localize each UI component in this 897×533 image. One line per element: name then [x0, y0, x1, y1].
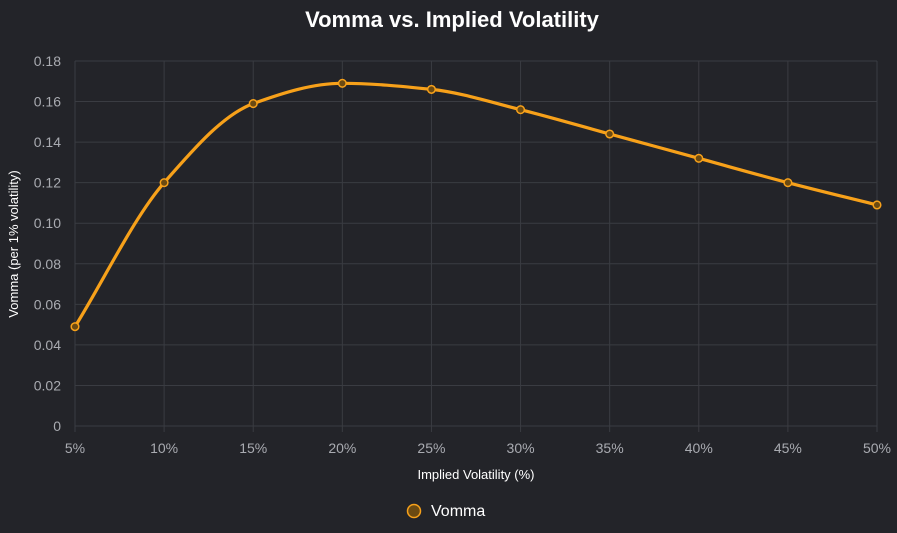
data-point[interactable] — [248, 99, 258, 109]
legend-label-vomma: Vomma — [431, 503, 485, 520]
legend[interactable]: Vomma — [406, 503, 486, 520]
legend-marker-vomma — [406, 503, 422, 519]
x-tick-label: 15% — [239, 440, 267, 456]
y-tick-label: 0.06 — [34, 296, 61, 312]
y-tick-label: 0.18 — [34, 53, 61, 69]
series-line-vomma — [73, 81, 879, 329]
y-tick-label: 0.12 — [34, 175, 61, 191]
grid-layer — [74, 60, 878, 432]
data-point[interactable] — [337, 78, 347, 88]
y-tick-label: 0.14 — [34, 134, 61, 150]
y-tick-label: 0.04 — [34, 337, 61, 353]
x-axis-ticks: 5% 10% 15% 20% 25% 30% 35% 40% 45% 50% — [65, 440, 891, 456]
x-tick-label: 10% — [150, 440, 178, 456]
x-tick-label: 45% — [774, 440, 802, 456]
y-axis-ticks: 0 0.02 0.04 0.06 0.08 0.10 0.12 0.14 0.16 0.18 — [34, 53, 61, 434]
data-point[interactable] — [516, 105, 526, 115]
data-point[interactable] — [872, 200, 882, 210]
data-point[interactable] — [694, 153, 704, 163]
chart-title: Vomma vs. Implied Volatility — [305, 7, 600, 32]
data-point[interactable] — [426, 84, 436, 94]
y-tick-label: 0.08 — [34, 256, 61, 272]
data-point[interactable] — [605, 129, 615, 139]
data-point[interactable] — [159, 178, 169, 188]
y-tick-label: 0.02 — [34, 377, 61, 393]
x-tick-label: 40% — [685, 440, 713, 456]
x-tick-label: 5% — [65, 440, 85, 456]
x-tick-label: 35% — [596, 440, 624, 456]
x-axis-label: Implied Volatility (%) — [417, 467, 534, 482]
y-tick-label: 0.16 — [34, 94, 61, 110]
y-tick-label: 0 — [53, 418, 61, 434]
x-tick-label: 25% — [417, 440, 445, 456]
series-layer — [70, 78, 882, 332]
x-tick-label: 20% — [328, 440, 356, 456]
data-point[interactable] — [70, 322, 80, 332]
data-point[interactable] — [783, 178, 793, 188]
y-tick-label: 0.10 — [34, 215, 61, 231]
y-axis-label: Vomma (per 1% volatility) — [6, 170, 21, 317]
x-tick-label: 50% — [863, 440, 891, 456]
x-tick-label: 30% — [507, 440, 535, 456]
